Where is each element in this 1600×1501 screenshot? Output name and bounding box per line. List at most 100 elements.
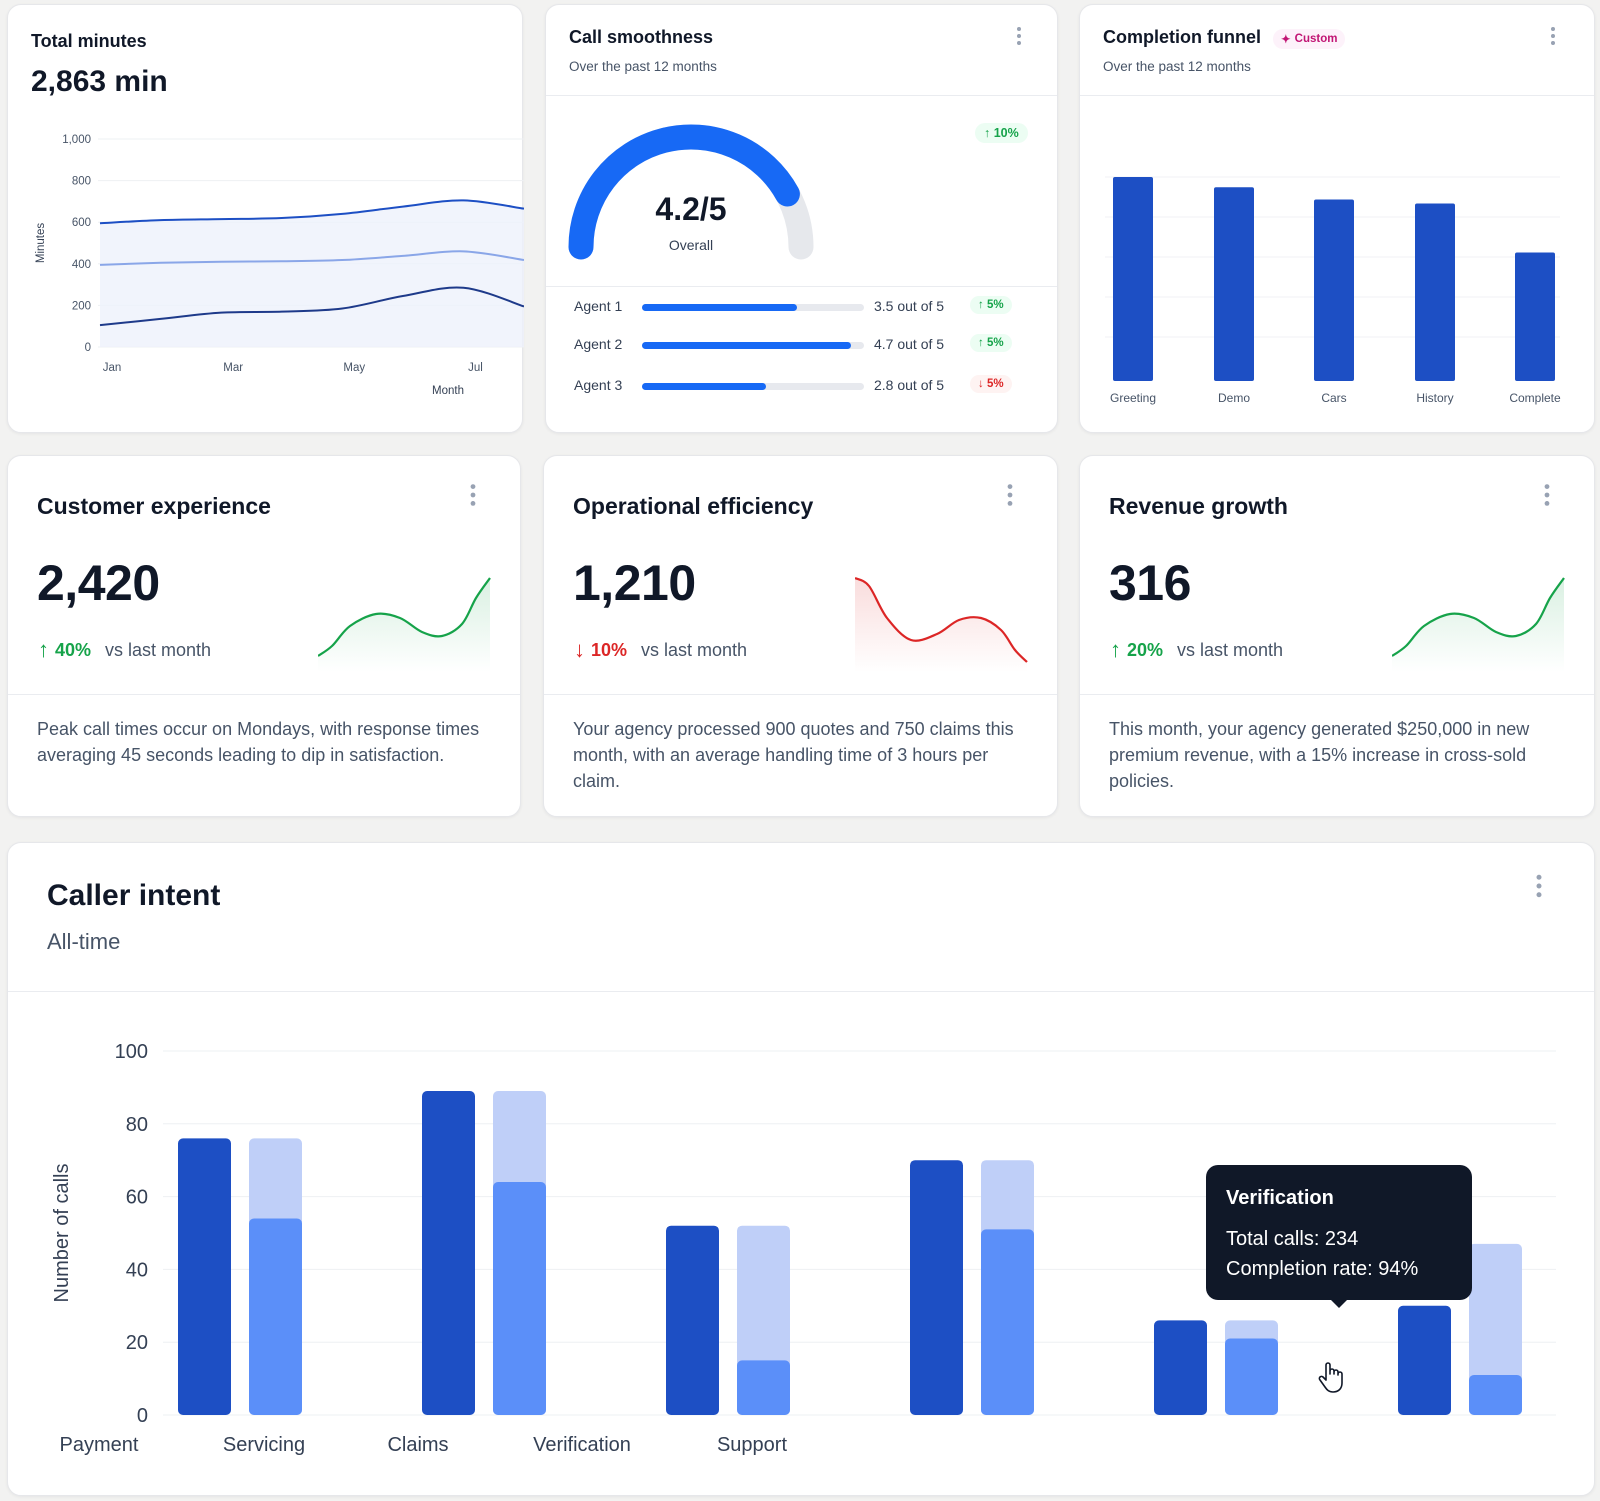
tooltip-title: Verification bbox=[1226, 1187, 1334, 1209]
chart-tooltip: Verification Total calls: 234 Completion… bbox=[1206, 1165, 1472, 1308]
agent-trend-badge: ↓ 5% bbox=[970, 375, 1012, 393]
caller-intent-title: Caller intent bbox=[47, 879, 221, 912]
x-tick-label: Complete bbox=[1509, 391, 1561, 405]
agent-score-fill bbox=[642, 383, 767, 390]
funnel-bar-complete[interactable] bbox=[1515, 252, 1555, 381]
line-series-1 bbox=[99, 199, 524, 225]
divider bbox=[544, 694, 1057, 695]
kpi-delta: ↓ 10% vs last month bbox=[574, 637, 747, 663]
divider bbox=[8, 694, 520, 695]
kpi-delta: ↑ 20% vs last month bbox=[1110, 637, 1283, 663]
x-tick-label: Jul bbox=[468, 362, 483, 374]
kpi-card-operational-efficiency: Operational efficiency 1,210 ↓ 10% vs last m… bbox=[543, 455, 1058, 817]
kpi-title: Operational efficiency bbox=[573, 493, 814, 519]
x-axis-label: Month bbox=[432, 385, 464, 397]
hand-cursor-icon bbox=[1318, 1362, 1343, 1393]
total-minutes-card: Total minutes 2,863 min 0 200 400 600 800 1,0… bbox=[7, 4, 524, 433]
kpi-delta-caption: vs last month bbox=[641, 639, 748, 660]
agent-name: Agent 1 bbox=[574, 298, 623, 314]
funnel-bar-cars[interactable] bbox=[1314, 199, 1354, 381]
smoothness-gauge bbox=[568, 124, 814, 260]
y-tick-label: 600 bbox=[72, 217, 91, 229]
divider bbox=[8, 991, 1594, 992]
funnel-bar-history[interactable] bbox=[1415, 203, 1455, 381]
agent-score: 2.8 out of 5 bbox=[874, 377, 945, 393]
y-tick-label: 200 bbox=[72, 300, 91, 312]
agent-score-fill bbox=[642, 304, 798, 311]
kpi-sparkline bbox=[855, 576, 1028, 672]
kpi-value: 2,420 bbox=[37, 555, 160, 611]
agent-name: Agent 2 bbox=[574, 336, 623, 352]
range-area bbox=[100, 200, 524, 347]
total-minutes-value: 2,863 min bbox=[31, 65, 168, 98]
agent-row: Agent 1 3.5 out of 5 ↑ 5% bbox=[574, 296, 1057, 318]
agent-trend-value: 5% bbox=[986, 378, 1004, 390]
custom-tag: ✦ Custom bbox=[1273, 29, 1346, 49]
x-tick-label: Jan bbox=[103, 362, 122, 374]
kpi-delta-caption: vs last month bbox=[105, 639, 212, 660]
arrow-up-icon: ↑ bbox=[978, 337, 987, 349]
kpi-delta: ↑ 40% vs last month bbox=[38, 637, 211, 663]
agent-row: Agent 2 4.7 out of 5 ↑ 5% bbox=[574, 334, 1057, 356]
line-series-2 bbox=[99, 250, 524, 266]
caller-intent-subtitle: All-time bbox=[47, 929, 121, 954]
x-tick-label: Cars bbox=[1321, 391, 1346, 405]
total-minutes-title: Total minutes bbox=[31, 31, 147, 51]
agent-score-fill bbox=[642, 342, 851, 349]
agent-name: Agent 3 bbox=[574, 377, 623, 393]
tooltip-total-calls: Total calls: 234 bbox=[1226, 1228, 1359, 1250]
kpi-description: Your agency processed 900 quotes and 750… bbox=[573, 719, 1014, 791]
kpi-menu-icon[interactable] bbox=[1002, 482, 1019, 508]
arrow-down-icon: ↓ bbox=[574, 637, 585, 662]
sparkline-line bbox=[1392, 577, 1565, 657]
divider bbox=[1080, 694, 1594, 695]
y-axis-label: Minutes bbox=[35, 223, 47, 264]
sparkline-line bbox=[855, 576, 1028, 663]
agent-score-track bbox=[642, 342, 864, 349]
agent-row: Agent 3 2.8 out of 5 ↓ 5% bbox=[574, 375, 1057, 397]
gauge-fill bbox=[568, 124, 800, 260]
kpi-card-revenue-growth: Revenue growth 316 ↑ 20% vs last month This m… bbox=[1079, 455, 1595, 817]
x-tick-label: Greeting bbox=[1110, 391, 1156, 405]
x-tick-label: Demo bbox=[1218, 391, 1250, 405]
caller-intent-menu-icon[interactable] bbox=[1530, 872, 1548, 900]
kpi-menu-icon[interactable] bbox=[465, 482, 482, 508]
sparkline-area bbox=[855, 578, 1027, 672]
completion-funnel-card: Completion funnel ✦ Custom Over the past … bbox=[1079, 4, 1595, 433]
funnel-bar-demo[interactable] bbox=[1214, 187, 1254, 381]
kpi-menu-icon[interactable] bbox=[1539, 482, 1556, 508]
total-minutes-line-chart: 0 200 400 600 800 1,000 Jan Mar May Jul Month Minut… bbox=[35, 134, 524, 397]
kpi-value: 1,210 bbox=[573, 555, 696, 611]
y-tick-label: 0 bbox=[85, 342, 91, 354]
sparkline-line bbox=[318, 577, 491, 657]
completion-funnel-title: Completion funnel bbox=[1103, 27, 1261, 47]
divider bbox=[1080, 95, 1594, 96]
smoothness-trend-badge: ↑ 10% bbox=[975, 123, 1028, 143]
completion-funnel-subtitle: Over the past 12 months bbox=[1103, 59, 1251, 74]
kpi-description: This month, your agency generated $250,0… bbox=[1109, 719, 1530, 791]
kpi-title: Customer experience bbox=[37, 493, 271, 519]
agent-trend-badge: ↑ 5% bbox=[970, 334, 1012, 352]
sparkline-area bbox=[318, 578, 490, 672]
x-tick-label: Mar bbox=[223, 362, 243, 374]
arrow-up-icon: ↑ bbox=[978, 299, 987, 311]
call-smoothness-card: Call smoothness Over the past 12 months … bbox=[545, 4, 1058, 433]
tooltip-completion-rate: Completion rate: 94% bbox=[1226, 1258, 1419, 1280]
kpi-title: Revenue growth bbox=[1109, 493, 1288, 519]
agent-score: 3.5 out of 5 bbox=[874, 298, 945, 314]
kpi-delta-value: 10% bbox=[591, 639, 628, 660]
arrow-up-icon: ↑ bbox=[1110, 637, 1121, 662]
completion-funnel-bar-chart: Greeting Demo Cars History Complete bbox=[1105, 176, 1561, 405]
call-smoothness-menu-icon[interactable] bbox=[1012, 25, 1026, 47]
agent-trend-badge: ↑ 5% bbox=[970, 296, 1012, 314]
completion-funnel-menu-icon[interactable] bbox=[1546, 25, 1560, 47]
x-tick-label: History bbox=[1416, 391, 1453, 405]
kpi-value: 316 bbox=[1109, 555, 1191, 611]
agent-trend-value: 5% bbox=[986, 299, 1004, 311]
funnel-bar-greeting[interactable] bbox=[1113, 177, 1153, 381]
y-tick-label: 800 bbox=[72, 176, 91, 188]
agent-score-track bbox=[642, 383, 864, 390]
agent-score-track bbox=[642, 304, 864, 311]
agent-score: 4.7 out of 5 bbox=[874, 336, 945, 352]
divider bbox=[546, 95, 1057, 96]
